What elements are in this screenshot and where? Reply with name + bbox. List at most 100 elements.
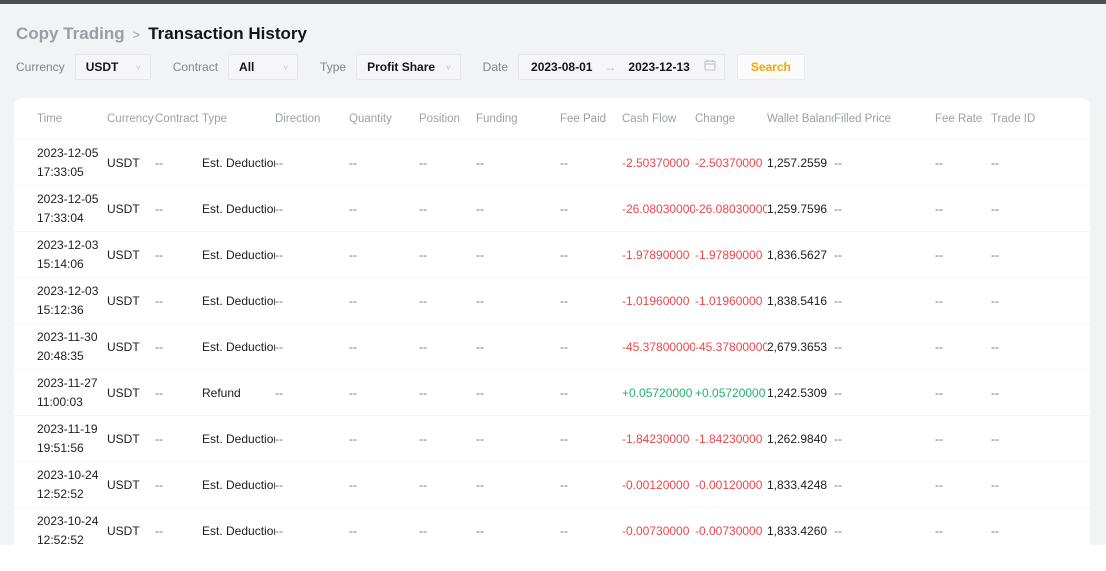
table-row: 2023-10-24 12:52:52 USDT -- Est. Deducti… — [14, 508, 1090, 546]
cell-change: -2.50370000 — [695, 155, 763, 170]
cell-time: 2023-11-27 11:00:03 — [37, 375, 98, 409]
table-body: 2023-12-05 17:33:05 USDT -- Est. Deducti… — [14, 140, 1090, 545]
cell-wallet-balance: 1,838.5416 — [767, 293, 828, 308]
cell-cash-flow: -1.84230000 — [622, 431, 690, 446]
cell-wallet-balance: 1,242.5309 — [767, 385, 828, 400]
cell-wallet-balance: 1,262.9840 — [767, 431, 828, 446]
date-filter-label: Date — [482, 60, 509, 74]
table-row: 2023-10-24 12:52:52 USDT -- Est. Deducti… — [14, 462, 1090, 508]
cell-currency: USDT — [107, 477, 140, 492]
column-header-time: Time — [37, 112, 63, 125]
cell-direction: -- — [275, 431, 283, 446]
cell-cash-flow: -0.00120000 — [622, 477, 690, 492]
cell-time: 2023-11-19 19:51:56 — [37, 421, 98, 455]
currency-filter-label: Currency — [16, 60, 65, 74]
cell-filled-price: -- — [834, 385, 842, 400]
cell-type: Refund — [202, 385, 241, 400]
cell-type: Est. Deduction — [202, 201, 275, 216]
calendar-icon — [704, 58, 716, 76]
cell-fee-rate: -- — [935, 339, 943, 354]
contract-dropdown-value: All — [239, 60, 255, 74]
table-row: 2023-11-19 19:51:56 USDT -- Est. Deducti… — [14, 416, 1090, 462]
cell-filled-price: -- — [834, 339, 842, 354]
cell-cash-flow: -0.00730000 — [622, 523, 690, 538]
cell-cash-flow: -1.97890000 — [622, 247, 690, 262]
cell-quantity: -- — [349, 201, 357, 216]
cell-quantity: -- — [349, 247, 357, 262]
cell-currency: USDT — [107, 293, 140, 308]
cell-change: -0.00730000 — [695, 523, 763, 538]
cell-funding: -- — [476, 385, 484, 400]
cell-fee-paid: -- — [560, 155, 568, 170]
column-header-direction: Direction — [275, 112, 321, 125]
cell-trade-id: -- — [991, 339, 999, 354]
column-header-position: Position — [419, 112, 460, 125]
chevron-down-icon: ∨ — [282, 62, 290, 71]
cell-fee-paid: -- — [560, 523, 568, 538]
cell-contract: -- — [155, 523, 163, 538]
cell-time: 2023-12-03 15:14:06 — [37, 237, 99, 271]
transaction-table-card: Time Currency Contract Type Direction Quantit… — [14, 98, 1090, 545]
column-header-type: Type — [202, 112, 227, 125]
breadcrumb-copy-trading-link[interactable]: Copy Trading — [16, 24, 125, 43]
chevron-down-icon: ∨ — [445, 62, 452, 71]
column-header-contract: Contract — [155, 112, 199, 125]
type-dropdown[interactable]: Profit Share ∨ — [356, 54, 461, 80]
cell-contract: -- — [155, 339, 163, 354]
cell-contract: -- — [155, 155, 163, 170]
date-to-value[interactable]: 2023-12-13 — [628, 60, 690, 74]
cell-quantity: -- — [349, 339, 357, 354]
cell-change: -1.01960000 — [695, 293, 763, 308]
table-row: 2023-12-05 17:33:05 USDT -- Est. Deducti… — [14, 140, 1090, 186]
chevron-down-icon: ∨ — [135, 62, 142, 71]
cell-fee-rate: -- — [935, 523, 943, 538]
date-from-value[interactable]: 2023-08-01 — [531, 60, 593, 74]
cell-fee-paid: -- — [560, 201, 568, 216]
cell-position: -- — [419, 155, 427, 170]
page-title: Transaction History — [148, 24, 307, 43]
cell-fee-rate: -- — [935, 385, 943, 400]
cell-type: Est. Deduction — [202, 431, 275, 446]
cell-type: Est. Deduction — [202, 155, 275, 170]
cell-wallet-balance: 1,259.7596 — [767, 201, 828, 216]
cell-wallet-balance: 1,836.5627 — [767, 247, 828, 262]
cell-fee-rate: -- — [935, 431, 943, 446]
cell-time: 2023-10-24 12:52:52 — [37, 467, 99, 501]
cell-type: Est. Deduction — [202, 247, 275, 262]
cell-time: 2023-12-05 17:33:04 — [37, 191, 99, 225]
cell-trade-id: -- — [991, 523, 999, 538]
cell-direction: -- — [275, 477, 283, 492]
cell-direction: -- — [275, 247, 283, 262]
cell-quantity: -- — [349, 155, 357, 170]
column-header-quantity: Quantity — [349, 112, 392, 125]
cell-currency: USDT — [107, 431, 140, 446]
cell-contract: -- — [155, 477, 163, 492]
table-row: 2023-12-03 15:14:06 USDT -- Est. Deducti… — [14, 232, 1090, 278]
cell-fee-rate: -- — [935, 155, 943, 170]
currency-dropdown[interactable]: USDT ∨ — [74, 54, 151, 80]
cell-wallet-balance: 1,833.4260 — [767, 523, 828, 538]
cell-filled-price: -- — [834, 201, 842, 216]
breadcrumb-separator: > — [132, 26, 141, 42]
cell-filled-price: -- — [834, 523, 842, 538]
cell-time: 2023-10-24 12:52:52 — [37, 513, 99, 546]
cell-trade-id: -- — [991, 155, 999, 170]
table-header-row: Time Currency Contract Type Direction Quantit… — [14, 98, 1090, 140]
contract-dropdown[interactable]: All ∨ — [228, 54, 299, 80]
cell-cash-flow: +0.05720000 — [622, 385, 693, 400]
cell-direction: -- — [275, 339, 283, 354]
filter-bar: Currency USDT ∨ Contract All ∨ Type Prof… — [16, 54, 1092, 80]
type-filter-label: Type — [320, 60, 347, 74]
cell-fee-rate: -- — [935, 201, 943, 216]
contract-filter-label: Contract — [172, 60, 219, 74]
cell-funding: -- — [476, 339, 484, 354]
cell-funding: -- — [476, 431, 484, 446]
cell-filled-price: -- — [834, 477, 842, 492]
cell-currency: USDT — [107, 155, 140, 170]
date-range-picker[interactable]: 2023-08-01 → 2023-12-13 — [518, 54, 725, 80]
cell-currency: USDT — [107, 385, 140, 400]
cell-change: -26.08030000 — [695, 201, 767, 216]
column-header-fee-rate: Fee Rate — [935, 112, 983, 125]
search-button[interactable]: Search — [736, 54, 805, 80]
cell-direction: -- — [275, 293, 283, 308]
